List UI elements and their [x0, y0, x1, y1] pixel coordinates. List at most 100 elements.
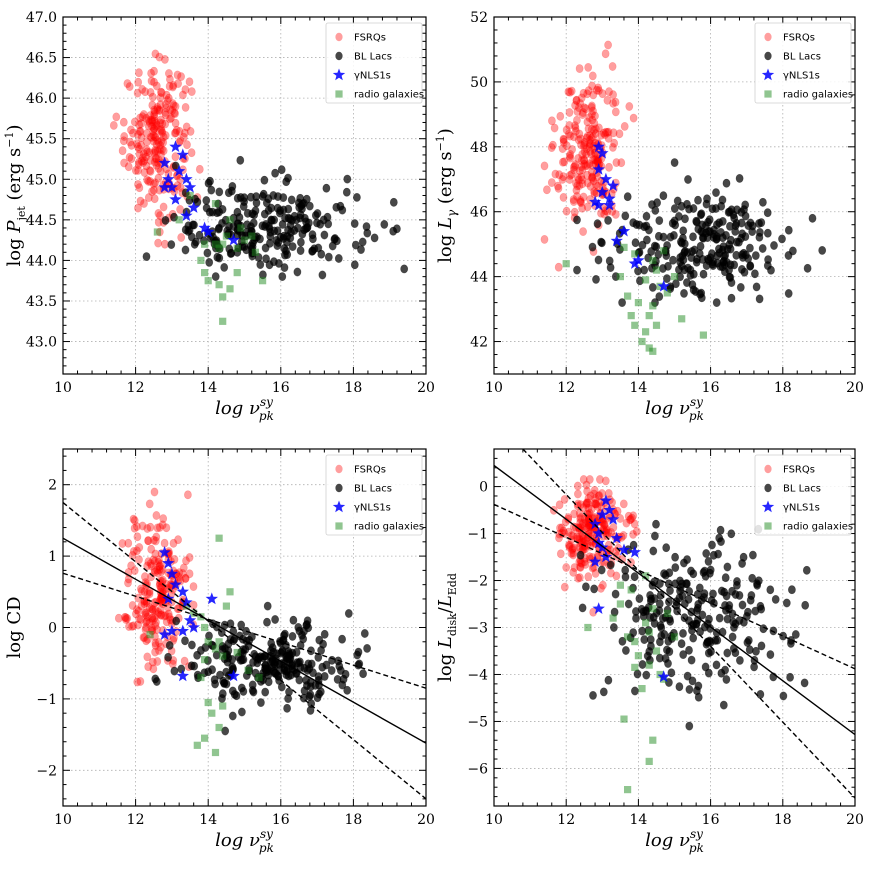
- fsrq-point: [156, 583, 165, 593]
- radio-galaxy-point: [624, 786, 632, 794]
- fsrq-point: [137, 140, 145, 150]
- fsrq-point: [581, 161, 590, 171]
- plot-area: [109, 49, 409, 325]
- fsrq-point: [109, 120, 118, 130]
- fsrq-point: [146, 132, 155, 142]
- bllac-point: [655, 292, 664, 302]
- fsrq-point: [170, 128, 179, 138]
- fsrq-point: [151, 49, 160, 59]
- fsrq-point: [595, 86, 603, 96]
- nls1-point: [592, 198, 605, 211]
- fsrq-point: [626, 515, 634, 525]
- fsrq-point: [549, 140, 557, 150]
- fsrq-point: [168, 99, 177, 109]
- fsrq-point: [152, 153, 161, 163]
- fsrq-point: [556, 111, 565, 121]
- fsrq-point: [142, 113, 151, 123]
- fsrq-point: [127, 561, 136, 571]
- fsrq-point: [125, 622, 133, 631]
- bllac-point: [664, 659, 672, 668]
- bllac-point: [717, 668, 726, 678]
- fsrq-point: [139, 149, 148, 159]
- fsrq-point: [157, 149, 165, 159]
- fsrq-point: [586, 135, 594, 145]
- legend-marker-bllac: [764, 483, 772, 493]
- fsrq-point: [564, 87, 573, 97]
- bllac-point: [679, 226, 688, 236]
- fsrq-point: [161, 100, 170, 109]
- fsrq-point: [147, 115, 156, 125]
- bllac-point: [302, 620, 311, 629]
- x-tick-label: 12: [127, 380, 145, 396]
- fsrq-point: [133, 532, 142, 542]
- bllac-point: [706, 568, 714, 578]
- x-tick-label: 10: [54, 812, 72, 828]
- fsrq-point: [566, 153, 575, 163]
- fsrq-point: [118, 146, 127, 156]
- legend-marker-radio-galaxy: [764, 90, 772, 98]
- fsrq-point: [564, 541, 573, 550]
- fsrq-point: [185, 569, 194, 579]
- fsrq-point: [594, 83, 602, 93]
- nls1-point: [596, 508, 609, 520]
- bllac-point: [784, 251, 793, 260]
- fsrq-point: [575, 181, 584, 191]
- fsrq-point: [122, 615, 130, 624]
- bllac-point: [247, 632, 256, 642]
- radio-galaxy-point: [620, 715, 628, 723]
- fsrq-point: [573, 172, 582, 182]
- bllac-point: [677, 639, 686, 649]
- y-tick-label: −2: [467, 574, 488, 590]
- nls1-point: [183, 180, 197, 193]
- fsrq-point: [582, 149, 590, 159]
- bllac-point: [358, 237, 367, 247]
- fsrq-point: [604, 127, 613, 137]
- bllac-point: [642, 211, 651, 221]
- bllac-point: [299, 634, 308, 644]
- bllac-point: [307, 699, 316, 709]
- fsrq-point: [151, 145, 159, 155]
- fit-line-dashed: [522, 449, 855, 799]
- fsrq-point: [560, 582, 569, 592]
- bllac-point: [290, 211, 299, 221]
- legend-label-nls1: γNLS1s: [354, 71, 391, 82]
- bllac-point: [248, 209, 257, 219]
- fsrq-point: [586, 181, 595, 191]
- fsrq-point: [598, 89, 607, 99]
- fsrq-point: [554, 181, 562, 191]
- bllac-point: [334, 254, 343, 263]
- bllac-point: [279, 635, 288, 645]
- legend-marker-radio-galaxy: [335, 90, 343, 98]
- fsrq-point: [571, 160, 580, 170]
- fsrq-point: [147, 544, 156, 554]
- fsrq-point: [133, 88, 142, 98]
- bllac-point: [228, 711, 237, 721]
- nls1-point: [187, 201, 200, 213]
- radio-galaxy-point: [663, 609, 671, 617]
- fsrq-point: [572, 179, 580, 188]
- fsrq-point: [129, 621, 138, 631]
- x-tick-label: 14: [629, 380, 647, 396]
- fsrq-point: [603, 531, 612, 541]
- fsrq-point: [577, 93, 586, 103]
- fsrq-point: [151, 641, 160, 650]
- fsrq-point: [119, 136, 128, 146]
- bllac-point: [590, 584, 598, 594]
- nls1-point: [628, 545, 641, 558]
- fsrq-point: [556, 549, 565, 559]
- bllac-point: [703, 194, 711, 204]
- bllac-point: [741, 232, 750, 242]
- fsrq-point: [152, 120, 161, 130]
- fsrq-point: [629, 529, 637, 539]
- radio-galaxy-point: [233, 648, 241, 657]
- x-tick-label: 12: [557, 380, 575, 396]
- bllac-point: [715, 533, 724, 543]
- fsrq-point: [153, 135, 162, 145]
- radio-galaxy-point: [649, 256, 657, 264]
- fsrq-point: [632, 526, 641, 536]
- bllac-point: [725, 265, 733, 275]
- legend-marker-fsrq: [335, 32, 343, 42]
- fsrq-point: [127, 125, 135, 135]
- fsrq-point: [570, 563, 579, 573]
- fsrq-point: [163, 95, 172, 105]
